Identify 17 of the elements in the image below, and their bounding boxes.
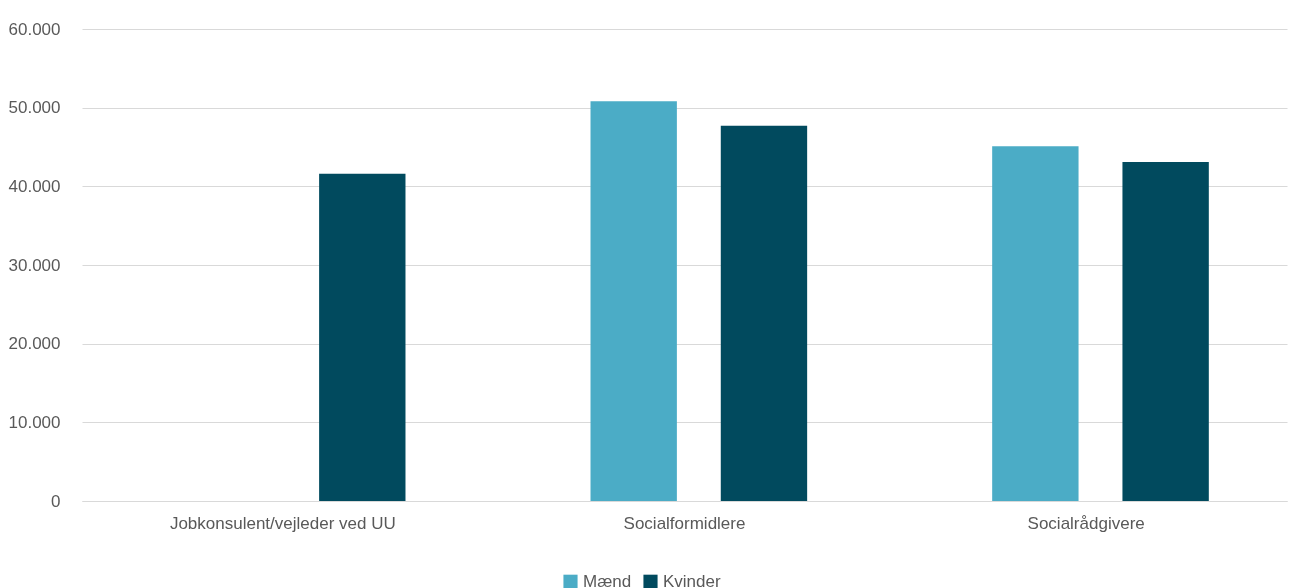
bar [720,125,808,501]
y-tick-label: 30.000 [8,255,61,275]
legend-label: Kvinder [663,571,721,588]
x-tick-label: Socialrådgivere [1027,513,1145,533]
legend-label: Mænd [583,571,632,588]
bar [1122,161,1209,501]
y-tick-label: 0 [51,491,61,511]
y-tick-label: 10.000 [8,412,61,432]
y-tick-label: 40.000 [8,176,61,196]
y-tick-label: 50.000 [8,98,61,118]
bar [590,101,677,501]
y-tick-label: 60.000 [8,19,61,39]
y-tick-label: 20.000 [8,334,61,354]
bar [992,146,1079,501]
bar [319,173,406,501]
x-tick-label: Jobkonsulent/vejleder ved UU [169,513,396,533]
x-tick-label: Socialformidlere [623,513,746,533]
